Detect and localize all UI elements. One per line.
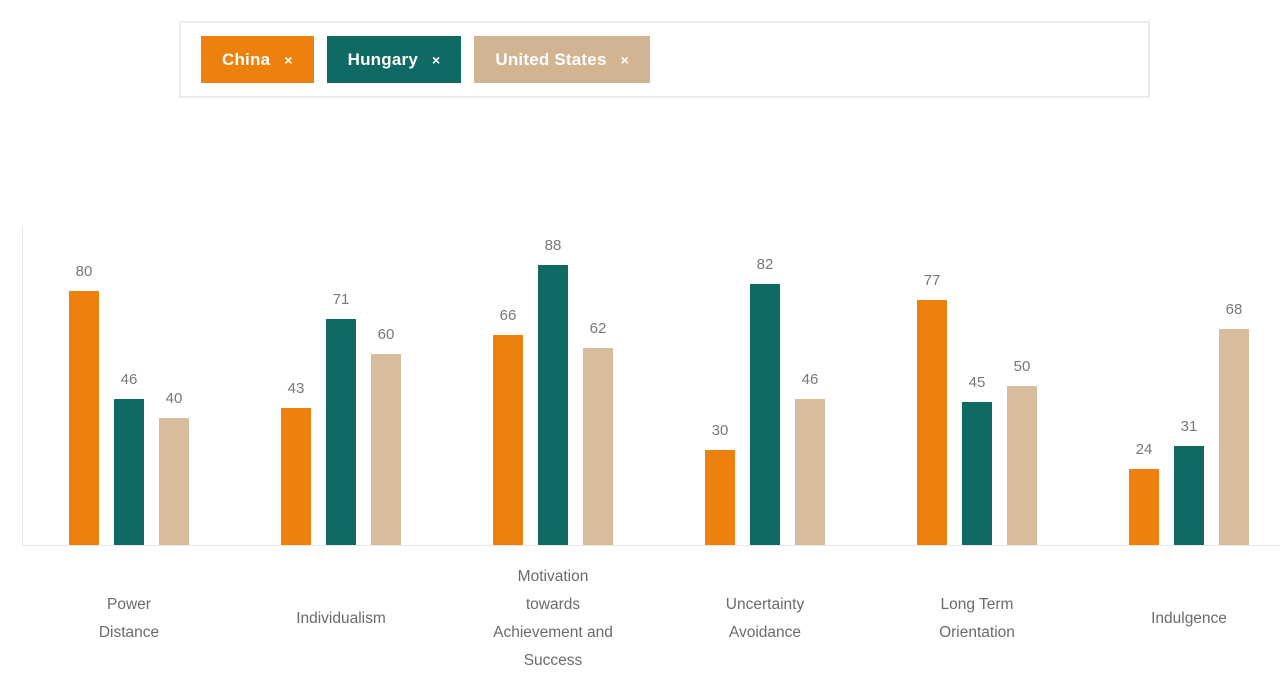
bar-hungary xyxy=(1174,446,1204,545)
category-group: 80 46 40 xyxy=(23,227,235,545)
category-label: Uncertainty Avoidance xyxy=(725,595,805,641)
value-label: 60 xyxy=(377,326,395,344)
bar-china xyxy=(493,335,523,545)
value-label: 46 xyxy=(120,370,138,388)
category-label: Motivation towards Achievement and Succe… xyxy=(493,567,613,669)
bar-wrap: 80 xyxy=(69,263,99,545)
bar-wrap: 71 xyxy=(326,291,356,545)
bar-wrap: 30 xyxy=(705,422,735,545)
bar-hungary xyxy=(962,401,992,545)
category-group: 30 82 46 xyxy=(659,227,871,545)
bar-united-states xyxy=(1219,328,1249,545)
bar-wrap: 62 xyxy=(583,320,613,545)
bar-wrap: 46 xyxy=(114,371,144,545)
category-group: 77 45 50 xyxy=(871,227,1083,545)
chip-label: United States xyxy=(495,49,607,69)
bar-wrap: 24 xyxy=(1129,441,1159,545)
bar-groups: 80 46 40 43 71 60 66 88 62 30 82 46 77 45 50 24 31 68 xyxy=(23,227,1280,545)
bar-wrap: 50 xyxy=(1007,358,1037,545)
value-label: 82 xyxy=(756,256,774,274)
bar-wrap: 88 xyxy=(538,237,568,545)
remove-icon[interactable]: × xyxy=(431,51,441,68)
value-label: 88 xyxy=(544,237,562,255)
bar-wrap: 43 xyxy=(281,380,311,545)
bar-wrap: 60 xyxy=(371,326,401,545)
category-label: Indulgence xyxy=(1151,609,1227,627)
value-label: 40 xyxy=(165,389,183,407)
country-chip-united-states[interactable]: United States × xyxy=(474,36,650,83)
value-label: 50 xyxy=(1013,358,1031,375)
value-label: 77 xyxy=(923,272,941,290)
bar-wrap: 46 xyxy=(795,371,825,545)
category-labels: Power Distance Individualism Motivation to… xyxy=(23,558,1280,679)
bar-united-states xyxy=(795,398,825,545)
chip-label: China xyxy=(222,49,271,69)
category-group: 66 88 62 xyxy=(447,227,659,545)
country-chip-hungary[interactable]: Hungary × xyxy=(326,36,462,83)
bar-united-states xyxy=(1007,386,1037,545)
bar-wrap: 31 xyxy=(1174,418,1204,545)
bar-wrap: 66 xyxy=(493,307,523,545)
chip-label: Hungary xyxy=(347,49,418,69)
value-label: 62 xyxy=(589,319,607,337)
bar-wrap: 68 xyxy=(1219,301,1249,545)
bar-china xyxy=(705,449,735,545)
remove-icon[interactable]: × xyxy=(620,51,629,68)
bar-china xyxy=(1129,468,1159,545)
value-label: 80 xyxy=(75,262,93,280)
bar-wrap: 82 xyxy=(750,256,780,545)
value-label: 45 xyxy=(968,373,986,391)
category-group: 24 31 68 xyxy=(1083,227,1280,545)
bar-united-states xyxy=(583,347,613,545)
category-label: Individualism xyxy=(296,609,386,627)
value-label: 71 xyxy=(332,291,350,309)
bar-hungary xyxy=(114,398,144,545)
category-label: Power Distance xyxy=(98,595,160,641)
bar-china xyxy=(69,290,99,545)
value-label: 31 xyxy=(1180,418,1198,436)
bar-wrap: 77 xyxy=(917,272,947,545)
category-group: 43 71 60 xyxy=(235,227,447,545)
y-axis-line xyxy=(22,227,23,545)
bar-china xyxy=(917,300,947,545)
value-label: 66 xyxy=(499,307,517,325)
category-label: Long Term Orientation xyxy=(939,595,1015,641)
country-selector: China × Hungary × United States × xyxy=(179,21,1150,98)
country-chip-china[interactable]: China × xyxy=(201,36,314,83)
value-label: 24 xyxy=(1135,440,1153,458)
bar-wrap: 40 xyxy=(159,390,189,545)
bar-hungary xyxy=(538,265,568,545)
bar-hungary xyxy=(326,319,356,545)
value-label: 46 xyxy=(801,370,819,388)
bar-hungary xyxy=(750,284,780,545)
bar-wrap: 45 xyxy=(962,374,992,545)
bar-united-states xyxy=(159,417,189,545)
bar-china xyxy=(281,408,311,545)
x-axis-line xyxy=(22,545,1280,546)
value-label: 43 xyxy=(287,380,305,398)
remove-icon[interactable]: × xyxy=(284,51,293,68)
value-label: 68 xyxy=(1225,300,1243,318)
bar-united-states xyxy=(371,354,401,545)
value-label: 30 xyxy=(711,421,729,439)
